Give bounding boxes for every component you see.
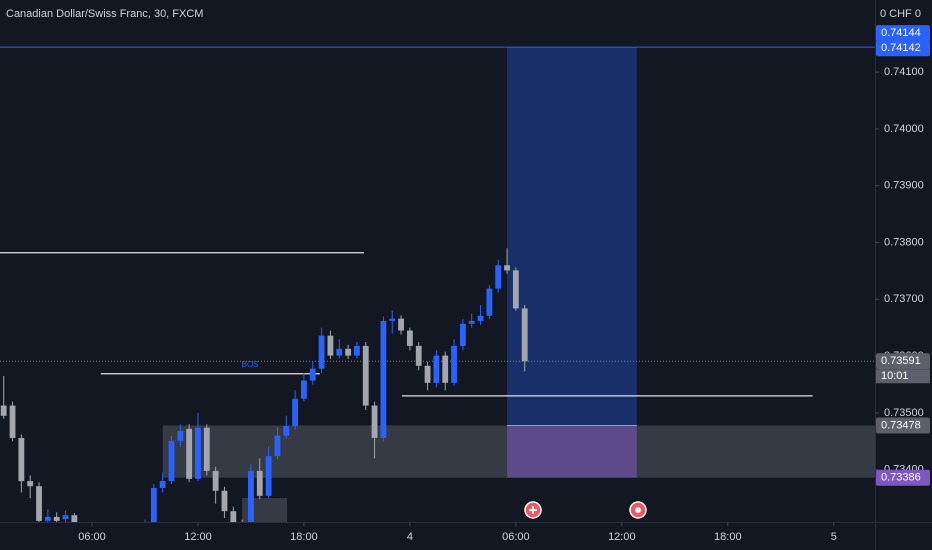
candle-body	[292, 398, 299, 427]
candle-body	[380, 320, 387, 438]
chart-title: Canadian Dollar/Swiss Franc, 30, FXCM	[6, 8, 203, 20]
x-tick-label: 12:00	[184, 531, 212, 543]
candle-body	[512, 270, 519, 309]
countdown: 10:01	[881, 370, 909, 382]
candle-body	[424, 365, 431, 383]
candle-body	[495, 265, 502, 289]
price-label-bg	[876, 469, 930, 486]
candle-body	[301, 380, 307, 399]
candle-body	[433, 355, 440, 383]
bos-label: BOS	[242, 360, 259, 369]
candle-body	[195, 427, 201, 479]
candle-body	[186, 428, 193, 479]
y-tick-label: 0.74000	[884, 123, 924, 135]
candle-body	[18, 437, 25, 482]
candle-body	[406, 330, 413, 346]
candle-body	[309, 368, 316, 381]
candle-body	[71, 515, 78, 522]
y-tick-label: 0.73800	[884, 236, 924, 248]
candle-body	[477, 315, 484, 321]
x-tick-label: 5	[831, 531, 837, 543]
candle-body	[150, 487, 157, 522]
candle-body	[389, 318, 396, 321]
y-tick-label: 0.73900	[884, 180, 924, 192]
candle-body	[256, 470, 263, 496]
candle-body	[212, 470, 219, 491]
y-tick-label: 0.73700	[884, 293, 924, 305]
x-tick-label: 06:00	[502, 531, 530, 543]
candle-body	[44, 516, 51, 521]
candle-body	[9, 405, 16, 438]
event-icon-glyph	[529, 506, 537, 514]
x-tick-label: 18:00	[714, 531, 742, 543]
event-icon-glyph	[635, 507, 641, 513]
y-tick-label: 0.73500	[884, 407, 924, 419]
candle-body	[398, 318, 404, 331]
price-label: 0.73478	[881, 419, 921, 431]
event-icon[interactable]	[629, 501, 647, 519]
candle-body	[221, 490, 228, 512]
x-tick-label: 12:00	[608, 531, 636, 543]
candle-body	[318, 335, 325, 369]
candle-body	[0, 405, 7, 416]
y-tick-label: 0.74100	[884, 66, 924, 78]
event-icon[interactable]	[524, 501, 542, 519]
price-label-bg	[876, 353, 930, 370]
candle-body	[27, 481, 34, 487]
plot-area: BOS	[0, 46, 875, 522]
candle-body	[459, 323, 466, 346]
candle-body	[248, 470, 254, 522]
candle-body	[371, 405, 378, 438]
candle-body	[36, 486, 42, 521]
candle-body	[486, 288, 493, 316]
candle-body	[177, 431, 184, 441]
price-label: 0.73591	[881, 355, 921, 367]
candle-body	[504, 265, 510, 271]
price-label: 0.74144	[881, 27, 921, 39]
candle-body	[468, 320, 475, 324]
position-stop	[507, 425, 637, 478]
candle-body	[168, 440, 175, 482]
candle-body	[451, 345, 457, 383]
candle-body	[415, 345, 422, 366]
price-label: 0.73386	[881, 472, 921, 484]
price-label: 0.74142	[881, 42, 921, 54]
price-label-bg	[876, 25, 930, 42]
candle-body	[203, 427, 210, 471]
x-tick-label: 18:00	[290, 531, 318, 543]
candle-body	[362, 345, 369, 406]
price-label-bg	[876, 417, 930, 434]
candle-body	[345, 348, 352, 356]
candle-body	[62, 515, 69, 520]
candle-body	[283, 426, 290, 436]
countdown-bg	[876, 369, 930, 384]
axis-header: 0 CHF 0	[880, 8, 921, 20]
position-target	[507, 47, 637, 426]
candle-body	[230, 511, 237, 522]
candle-body	[336, 348, 343, 356]
price-label-bg	[876, 40, 930, 57]
candle-body	[521, 308, 528, 362]
candle-body	[327, 335, 334, 356]
candle-body	[53, 516, 60, 521]
candle-body	[354, 345, 360, 356]
candle-body	[442, 355, 449, 383]
candle-body	[274, 435, 281, 457]
x-tick-label: 4	[407, 531, 413, 543]
candle-body	[159, 481, 166, 488]
candle-body	[265, 456, 272, 496]
x-tick-label: 06:00	[78, 531, 106, 543]
